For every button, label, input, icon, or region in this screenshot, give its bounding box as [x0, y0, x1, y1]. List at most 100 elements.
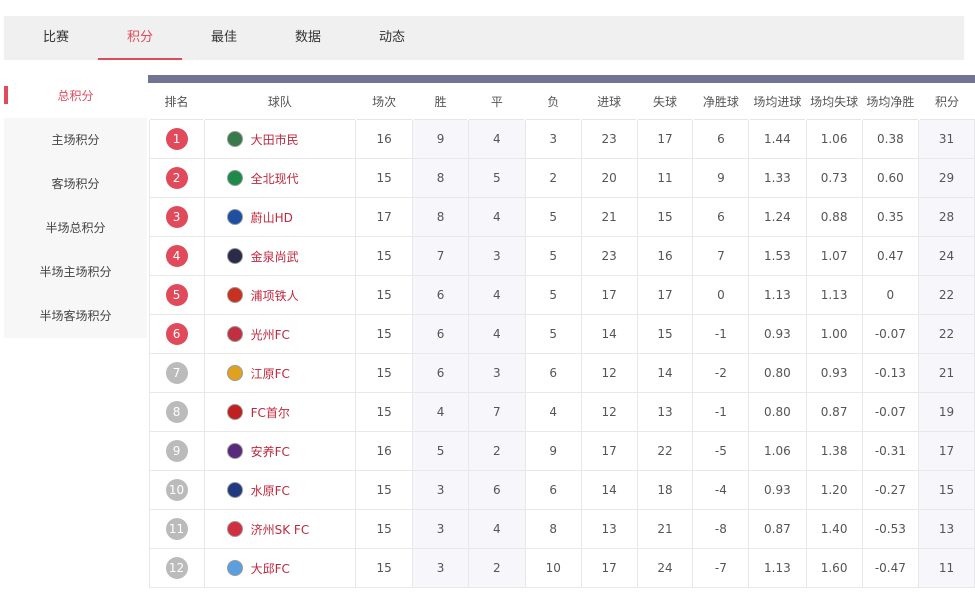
tab-4[interactable]: 动态: [378, 30, 405, 45]
column-header: 场均失球: [804, 75, 863, 120]
team-link[interactable]: 全北现代: [205, 170, 356, 187]
cell: 15: [355, 236, 414, 276]
cell: 0.80: [748, 353, 807, 393]
tab-3[interactable]: 数据: [294, 30, 321, 45]
team-link[interactable]: FC首尔: [205, 404, 356, 421]
cell: 光州FC: [203, 314, 357, 354]
rank-badge: 7: [165, 362, 188, 384]
cell: 24: [636, 548, 694, 588]
cell: -0.31: [861, 431, 920, 471]
main-tabs: 比赛 积分 最佳 数据 动态: [4, 16, 964, 60]
cell: 15: [355, 158, 414, 198]
table-row: 5 浦项铁人 15 6 4 5 17 17 0 1.13 1.13 0 22: [148, 275, 975, 315]
cell: 15: [355, 470, 414, 510]
cell: 21: [636, 509, 694, 549]
team-logo-icon: [226, 248, 243, 264]
table-row: 8 FC首尔 15 4 7 4 12 13 -1 0.80 0.87 -0.07 19: [148, 392, 975, 432]
cell: 18: [636, 470, 694, 510]
team-logo-icon: [226, 443, 243, 459]
cell: -2: [692, 353, 750, 393]
cell: 5: [148, 275, 205, 315]
rank-badge: 3: [165, 206, 188, 228]
cell: 3: [412, 509, 469, 549]
cell: 1.13: [805, 275, 863, 315]
cell: 0: [861, 275, 920, 315]
cell: 3: [412, 548, 469, 588]
team-logo-icon: [226, 560, 243, 576]
team-name: 水原FC: [250, 483, 290, 498]
team-link[interactable]: 光州FC: [205, 326, 356, 343]
cell: 蔚山HD: [203, 197, 357, 237]
team-link[interactable]: 大田市民: [205, 131, 356, 148]
cell: 0: [692, 275, 750, 315]
cell: 9: [412, 119, 469, 159]
cell: 1.07: [805, 236, 863, 276]
sidebar-item[interactable]: 半场主场积分: [39, 265, 112, 279]
rank-badge: 1: [165, 128, 188, 150]
table-row: 3 蔚山HD 17 8 4 5 21 15 6 1.24 0.88 0.35 28: [148, 197, 975, 237]
team-link[interactable]: 安养FC: [205, 443, 356, 460]
cell: 14: [580, 314, 638, 354]
team-name: 大田市民: [250, 132, 299, 147]
cell: 7: [412, 236, 469, 276]
sidebar-item[interactable]: 主场积分: [51, 133, 100, 147]
team-link[interactable]: 蔚山HD: [205, 209, 356, 226]
cell: 1.33: [748, 158, 807, 198]
cell: 0.80: [748, 392, 807, 432]
tab-2[interactable]: 最佳: [210, 30, 237, 45]
cell: 9: [692, 158, 750, 198]
cell: 9: [148, 431, 205, 471]
team-name: FC首尔: [250, 405, 290, 420]
column-header: 球队: [203, 75, 356, 120]
table-row: 10 水原FC 15 3 6 6 14 18 -4 0.93 1.20 -0.27 15: [148, 470, 975, 510]
cell: 12: [148, 548, 205, 588]
table-row: 9 安养FC 16 5 2 9 17 22 -5 1.06 1.38 -0.31 17: [148, 431, 975, 471]
cell: 17: [636, 275, 694, 315]
cell: 4: [467, 119, 526, 159]
cell: 6: [692, 197, 750, 237]
standings-sidebar: 总积分主场积分客场积分半场总积分半场主场积分 半场客场积分: [4, 74, 147, 338]
cell: 24: [918, 236, 975, 276]
cell: 16: [355, 119, 414, 159]
table-row: 11 济州SK FC 15 3 4 8 13 21 -8 0.87 1.40 -0.53 13: [148, 509, 975, 549]
team-link[interactable]: 济州SK FC: [205, 521, 356, 538]
cell: 6: [412, 314, 469, 354]
column-header: 进球: [580, 75, 638, 120]
cell: 4: [467, 314, 526, 354]
sidebar-item[interactable]: 半场客场积分: [39, 309, 112, 323]
team-link[interactable]: 金泉尚武: [205, 248, 356, 265]
cell: 13: [580, 509, 638, 549]
tab-1[interactable]: 积分: [98, 16, 182, 60]
cell: 0.93: [748, 314, 807, 354]
tab-0[interactable]: 比赛: [42, 30, 69, 45]
cell: -0.07: [861, 392, 920, 432]
cell: 7: [467, 392, 526, 432]
cell: 0.87: [805, 392, 863, 432]
cell: 全北现代: [203, 158, 357, 198]
cell: 31: [918, 119, 975, 159]
cell: 1.13: [748, 275, 807, 315]
team-link[interactable]: 江原FC: [205, 365, 356, 382]
cell: 14: [580, 470, 638, 510]
cell: 7: [148, 353, 205, 393]
team-link[interactable]: 水原FC: [205, 482, 356, 499]
cell: 6: [412, 275, 469, 315]
team-name: 光州FC: [250, 327, 290, 342]
team-name: 浦项铁人: [250, 288, 299, 303]
cell: -5: [692, 431, 750, 471]
cell: -0.13: [861, 353, 920, 393]
team-link[interactable]: 浦项铁人: [205, 287, 356, 304]
cell: 0.93: [748, 470, 807, 510]
team-name: 济州SK FC: [250, 522, 310, 537]
sidebar-item[interactable]: 半场总积分: [45, 221, 106, 235]
rank-badge: 10: [165, 479, 188, 501]
cell: FC首尔: [203, 392, 357, 432]
cell: 1.53: [748, 236, 807, 276]
sidebar-item[interactable]: 客场积分: [51, 177, 100, 191]
team-link[interactable]: 大邱FC: [205, 560, 356, 577]
sidebar-item[interactable]: 总积分: [4, 74, 147, 118]
cell: 15: [918, 470, 975, 510]
cell: -4: [692, 470, 750, 510]
cell: 1.06: [805, 119, 863, 159]
team-logo-icon: [226, 209, 243, 225]
